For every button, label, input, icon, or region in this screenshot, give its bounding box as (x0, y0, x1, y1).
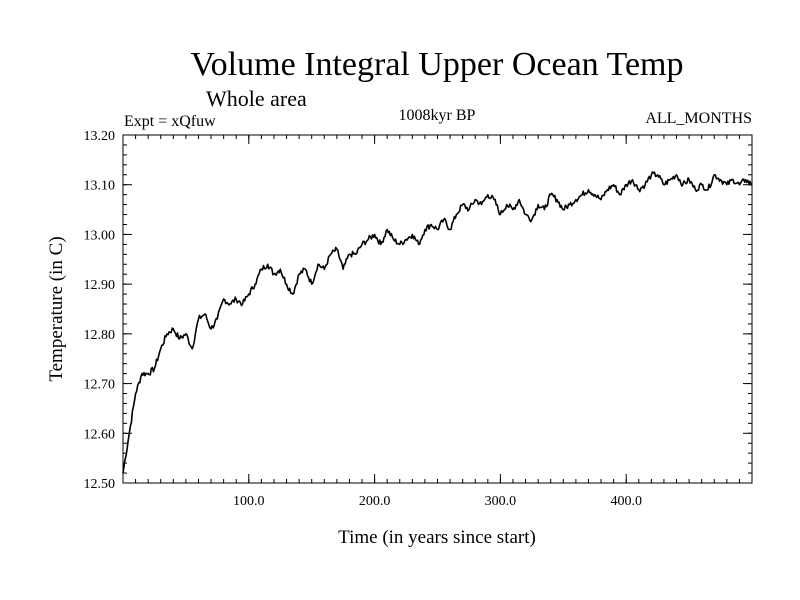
y-tick-label: 12.80 (84, 328, 116, 343)
period-label: 1008kyr BP (399, 107, 476, 124)
x-axis-title: Time (in years since start) (338, 527, 536, 548)
x-tick-label: 300.0 (485, 494, 517, 509)
y-tick-label: 13.20 (84, 129, 116, 144)
plot-frame (122, 134, 753, 484)
y-tick-label: 12.50 (84, 477, 116, 492)
y-tick-label: 13.10 (84, 179, 116, 194)
series-line (122, 171, 753, 474)
x-tick-label: 200.0 (359, 494, 391, 509)
y-tick-label: 12.90 (84, 278, 116, 293)
x-tick-label: 400.0 (610, 494, 642, 509)
y-axis-title: Temperature (in C) (46, 236, 67, 381)
chart-subtitle: Whole area (206, 86, 307, 111)
y-tick-label: 13.00 (84, 228, 116, 243)
chart-title: Volume Integral Upper Ocean Temp (191, 46, 684, 83)
months-label: ALL_MONTHS (645, 110, 752, 127)
minor-ticks (123, 135, 752, 483)
y-tick-label: 12.70 (84, 378, 116, 393)
y-tick-label: 12.60 (84, 427, 116, 442)
expt-label: Expt = xQfuw (124, 113, 216, 130)
x-tick-label: 100.0 (233, 494, 265, 509)
x-axis: 100.0 200.0 300.0 400.0 (233, 135, 642, 509)
y-axis: 12.50 12.60 12.70 12.80 12.90 13.00 13.10 13.20 (84, 129, 752, 492)
